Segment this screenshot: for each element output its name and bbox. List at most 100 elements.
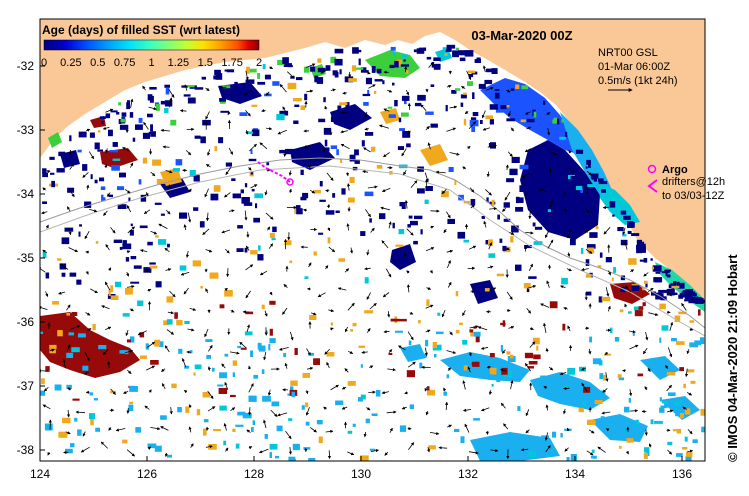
sst-pixel bbox=[408, 215, 413, 219]
sst-pixel bbox=[664, 269, 671, 272]
sst-pixel bbox=[360, 67, 367, 73]
sst-pixel bbox=[419, 362, 423, 369]
argo-legend: Argo drifters@12h to 03/03-12Z bbox=[647, 164, 725, 202]
current-vector bbox=[187, 212, 192, 223]
sst-pixel bbox=[485, 68, 494, 73]
current-vector bbox=[487, 144, 498, 148]
current-vector bbox=[597, 446, 606, 453]
sst-pixel bbox=[112, 142, 118, 147]
sst-pixel bbox=[293, 98, 302, 102]
y-tick-label: -35 bbox=[17, 251, 35, 265]
current-vector bbox=[43, 387, 49, 392]
sst-pixel bbox=[245, 79, 255, 84]
sst-pixel bbox=[426, 389, 436, 396]
sst-pixel bbox=[413, 240, 418, 245]
drifter-label-1: drifters@12h bbox=[662, 176, 725, 188]
current-vectors bbox=[40, 62, 694, 460]
current-vector bbox=[426, 447, 431, 453]
sst-pixel bbox=[496, 377, 501, 383]
sst-pixel bbox=[685, 452, 693, 457]
sst-pixel bbox=[129, 386, 138, 392]
sst-pixel bbox=[417, 188, 425, 194]
current-vector bbox=[246, 324, 250, 333]
current-vector bbox=[540, 303, 550, 308]
sst-pixel bbox=[452, 50, 459, 58]
current-vector bbox=[248, 365, 252, 370]
sst-pixel bbox=[446, 44, 456, 49]
sst-pixel bbox=[489, 353, 495, 358]
sst-pixel bbox=[559, 136, 567, 140]
current-vector bbox=[326, 361, 330, 369]
current-vector bbox=[483, 220, 487, 228]
sst-pixel bbox=[160, 415, 167, 420]
sst-pixel bbox=[194, 87, 204, 90]
sst-pixel bbox=[469, 329, 474, 333]
sst-pixel bbox=[497, 214, 500, 220]
sst-pixel bbox=[97, 149, 103, 152]
sst-pixel bbox=[279, 110, 289, 116]
sst-pixel bbox=[534, 226, 543, 230]
current-vector bbox=[58, 291, 66, 295]
current-vector bbox=[145, 192, 149, 197]
sst-pixel bbox=[510, 88, 515, 91]
sst-pixel bbox=[692, 439, 698, 444]
sst-pixel bbox=[463, 365, 468, 371]
current-vector bbox=[366, 407, 371, 411]
sst-pixel bbox=[410, 220, 418, 226]
x-tick-label: 130 bbox=[351, 467, 371, 481]
current-vector bbox=[223, 422, 227, 431]
sst-pixel bbox=[643, 258, 648, 263]
sst-pixel bbox=[130, 223, 133, 227]
sst-pixel bbox=[685, 455, 692, 461]
current-vector bbox=[607, 305, 611, 312]
sst-pixel bbox=[472, 112, 479, 117]
sst-pixel bbox=[283, 352, 287, 358]
current-vector bbox=[502, 207, 507, 212]
current-vector bbox=[370, 227, 375, 233]
sst-pixel bbox=[244, 183, 248, 188]
sst-pixel bbox=[66, 352, 74, 358]
sst-pixel bbox=[617, 374, 622, 379]
current-vector bbox=[344, 368, 349, 373]
current-vector bbox=[525, 231, 534, 235]
current-vector bbox=[290, 331, 294, 341]
current-vector bbox=[477, 326, 488, 331]
current-vector bbox=[588, 429, 595, 434]
sst-pixel bbox=[354, 49, 362, 53]
sst-pixel bbox=[611, 277, 614, 281]
sst-pixel bbox=[673, 281, 677, 288]
sst-pixel bbox=[472, 361, 480, 367]
sst-pixel bbox=[61, 237, 70, 245]
sst-pixel bbox=[598, 180, 608, 185]
sst-pixel bbox=[675, 412, 680, 417]
current-vector bbox=[325, 189, 330, 193]
sst-pixel bbox=[337, 105, 342, 110]
current-vector bbox=[382, 152, 390, 158]
sst-pixel bbox=[599, 252, 603, 258]
sst-pixel bbox=[376, 390, 381, 397]
sst-pixel bbox=[631, 285, 640, 291]
sst-pixel bbox=[261, 304, 265, 309]
current-vector bbox=[205, 249, 213, 253]
sst-pixel bbox=[334, 58, 343, 66]
current-vector bbox=[229, 209, 235, 213]
current-vector bbox=[68, 227, 72, 236]
sst-pixel bbox=[668, 392, 676, 396]
sst-pixel bbox=[214, 146, 218, 152]
sst-pixel bbox=[371, 66, 376, 73]
current-vector bbox=[682, 406, 687, 410]
sst-pixel bbox=[403, 59, 406, 62]
sst-pixel bbox=[185, 406, 190, 413]
sst-pixel bbox=[239, 112, 248, 116]
sst-pixel bbox=[620, 286, 626, 293]
sst-pixel bbox=[364, 191, 374, 197]
y-tick-label: -36 bbox=[17, 315, 35, 329]
current-vector bbox=[225, 447, 229, 452]
sst-pixel bbox=[118, 119, 122, 124]
sst-pixel bbox=[154, 445, 162, 452]
current-vector bbox=[70, 325, 81, 330]
current-vector bbox=[435, 170, 446, 174]
sst-pixel bbox=[193, 372, 196, 376]
current-vector bbox=[129, 308, 134, 312]
sst-pixel bbox=[489, 367, 497, 375]
